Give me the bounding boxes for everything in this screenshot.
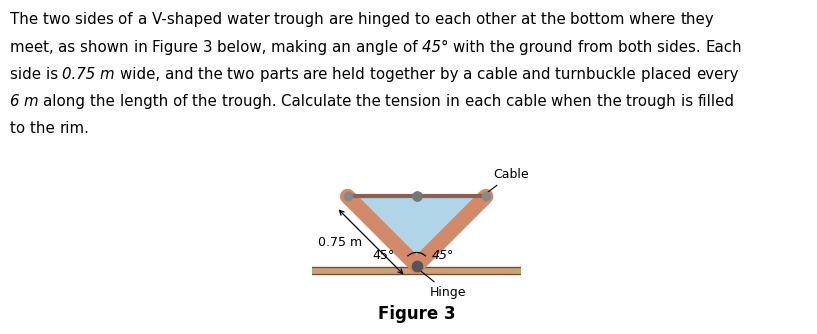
- Text: 6: 6: [10, 94, 24, 109]
- Text: Cable: Cable: [485, 168, 529, 194]
- Text: trough.: trough.: [221, 94, 281, 109]
- Text: 45°: 45°: [422, 40, 453, 54]
- Text: held: held: [333, 67, 370, 82]
- Text: of: of: [118, 12, 138, 27]
- Text: m: m: [24, 94, 43, 109]
- Text: of: of: [403, 40, 422, 54]
- Text: 45°: 45°: [431, 249, 454, 262]
- Text: is: is: [46, 67, 62, 82]
- Text: bottom: bottom: [570, 12, 629, 27]
- Text: each: each: [435, 12, 475, 27]
- Text: and: and: [522, 67, 556, 82]
- Text: V-shaped: V-shaped: [152, 12, 226, 27]
- Text: m: m: [100, 67, 120, 82]
- Text: in: in: [133, 40, 152, 54]
- Text: trough: trough: [275, 12, 328, 27]
- Text: placed: placed: [641, 67, 696, 82]
- Text: a: a: [462, 67, 477, 82]
- Text: along: along: [43, 94, 90, 109]
- Text: by: by: [440, 67, 462, 82]
- Text: The: The: [10, 12, 42, 27]
- Text: the: the: [192, 94, 221, 109]
- Text: hinged: hinged: [358, 12, 415, 27]
- Text: each: each: [465, 94, 506, 109]
- Text: rim.: rim.: [59, 121, 89, 136]
- Text: shown: shown: [80, 40, 133, 54]
- Text: sides.: sides.: [657, 40, 705, 54]
- Text: two: two: [42, 12, 75, 27]
- Text: from: from: [578, 40, 618, 54]
- Text: making: making: [271, 40, 333, 54]
- Point: [410, 194, 423, 199]
- Text: ground: ground: [520, 40, 578, 54]
- Text: are: are: [328, 12, 358, 27]
- Text: meet,: meet,: [10, 40, 58, 54]
- Text: tension: tension: [386, 94, 446, 109]
- Polygon shape: [347, 196, 486, 266]
- Point: [341, 194, 354, 199]
- Text: filled: filled: [698, 94, 734, 109]
- Text: with: with: [453, 40, 490, 54]
- Text: the: the: [356, 94, 386, 109]
- Text: other: other: [475, 12, 520, 27]
- Text: the: the: [596, 94, 626, 109]
- Text: trough: trough: [626, 94, 681, 109]
- Text: two: two: [227, 67, 260, 82]
- Text: 0.75 m: 0.75 m: [318, 235, 362, 248]
- Text: both: both: [618, 40, 657, 54]
- Text: every: every: [696, 67, 739, 82]
- Text: below,: below,: [217, 40, 271, 54]
- Text: an: an: [333, 40, 356, 54]
- Text: the: the: [29, 121, 59, 136]
- Point: [410, 263, 423, 268]
- Text: length: length: [119, 94, 172, 109]
- Text: cable: cable: [477, 67, 522, 82]
- Text: of: of: [172, 94, 192, 109]
- Text: the: the: [90, 94, 119, 109]
- Text: water: water: [226, 12, 275, 27]
- Text: to: to: [10, 121, 29, 136]
- Text: 0.75: 0.75: [62, 67, 100, 82]
- Text: turnbuckle: turnbuckle: [556, 67, 641, 82]
- Text: Figure: Figure: [152, 40, 203, 54]
- Polygon shape: [306, 267, 528, 274]
- Text: and: and: [165, 67, 198, 82]
- Point: [480, 194, 493, 199]
- Text: at: at: [520, 12, 541, 27]
- Text: sides: sides: [75, 12, 118, 27]
- Text: angle: angle: [356, 40, 403, 54]
- Text: 3: 3: [203, 40, 217, 54]
- Text: is: is: [681, 94, 698, 109]
- Text: to: to: [415, 12, 435, 27]
- Text: the: the: [490, 40, 520, 54]
- Text: cable: cable: [506, 94, 551, 109]
- Text: when: when: [551, 94, 596, 109]
- Text: are: are: [303, 67, 333, 82]
- Text: Hinge: Hinge: [420, 271, 467, 299]
- Text: as: as: [58, 40, 80, 54]
- Text: they: they: [681, 12, 714, 27]
- Text: in: in: [446, 94, 465, 109]
- Text: the: the: [198, 67, 227, 82]
- Text: Calculate: Calculate: [281, 94, 356, 109]
- Text: side: side: [10, 67, 46, 82]
- Text: wide,: wide,: [120, 67, 165, 82]
- Text: 45°: 45°: [373, 249, 395, 262]
- Text: a: a: [138, 12, 152, 27]
- Text: Each: Each: [705, 40, 742, 54]
- Text: where: where: [629, 12, 681, 27]
- Text: the: the: [541, 12, 570, 27]
- Text: Figure 3: Figure 3: [377, 305, 456, 323]
- Text: parts: parts: [260, 67, 303, 82]
- Text: together: together: [370, 67, 440, 82]
